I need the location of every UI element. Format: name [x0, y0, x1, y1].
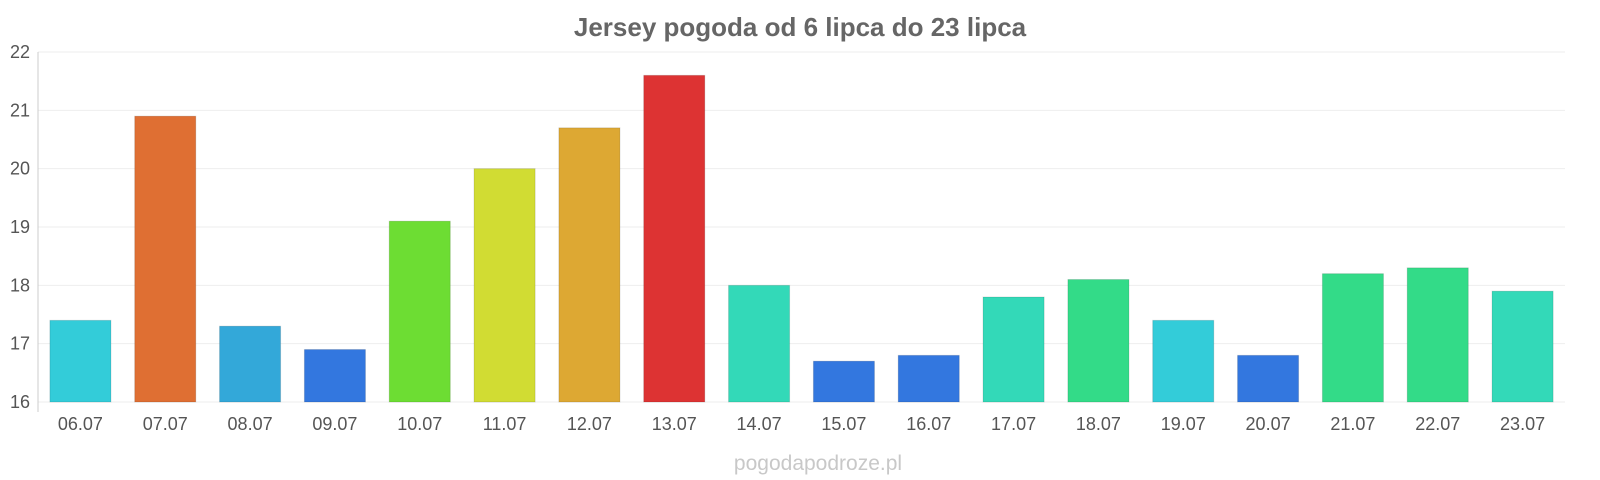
x-tick-label: 23.07: [1500, 414, 1545, 434]
x-tick-label: 14.07: [737, 414, 782, 434]
bar-23.07: [1491, 290, 1554, 403]
x-axis-ticks: 06.07 07.07 08.07 09.07 10.07 11.07 12.07 13.07…: [58, 414, 1545, 434]
x-tick-label: 22.07: [1415, 414, 1460, 434]
x-tick-label: 21.07: [1330, 414, 1375, 434]
bar-16.07: [897, 354, 960, 403]
bar-17.07: [982, 296, 1045, 403]
bar-20.07: [1237, 354, 1300, 403]
x-tick-label: 10.07: [397, 414, 442, 434]
x-tick-label: 18.07: [1076, 414, 1121, 434]
bar-13.07: [643, 74, 706, 403]
bar-21.07: [1321, 273, 1384, 403]
x-tick-label: 11.07: [483, 414, 527, 434]
bar-07.07: [134, 115, 197, 403]
x-tick-label: 19.07: [1161, 414, 1206, 434]
y-tick-label: 22: [10, 42, 30, 62]
y-axis-ticks: 16 17 18 19 20 21 22: [10, 42, 30, 412]
bar-12.07: [558, 127, 621, 403]
x-tick-label: 09.07: [312, 414, 357, 434]
bar-14.07: [728, 284, 791, 403]
x-tick-label: 16.07: [906, 414, 951, 434]
x-tick-label: 12.07: [567, 414, 612, 434]
y-tick-label: 20: [10, 159, 30, 179]
watermark: pogodapodroze.pl: [734, 452, 902, 475]
x-tick-label: 07.07: [143, 414, 188, 434]
y-tick-label: 19: [10, 217, 30, 237]
x-tick-label: 06.07: [58, 414, 103, 434]
x-tick-label: 15.07: [821, 414, 866, 434]
x-tick-label: 08.07: [228, 414, 273, 434]
bar-08.07: [219, 325, 282, 403]
y-tick-label: 16: [10, 392, 30, 412]
y-tick-label: 17: [10, 334, 30, 354]
bar-06.07: [49, 319, 112, 403]
bar-22.07: [1406, 267, 1469, 403]
bar-18.07: [1067, 279, 1130, 403]
bars: [49, 74, 1554, 403]
chart-title: Jersey pogoda od 6 lipca do 23 lipca: [574, 12, 1027, 42]
y-tick-label: 18: [10, 275, 30, 295]
x-tick-label: 13.07: [652, 414, 697, 434]
y-tick-label: 21: [10, 100, 30, 120]
bar-11.07: [473, 168, 536, 403]
bar-10.07: [388, 220, 451, 403]
x-tick-label: 17.07: [991, 414, 1036, 434]
gridlines: [38, 51, 1565, 403]
bar-15.07: [812, 360, 875, 403]
x-tick-label: 20.07: [1246, 414, 1291, 434]
bar-19.07: [1152, 319, 1215, 403]
bar-09.07: [303, 349, 366, 403]
